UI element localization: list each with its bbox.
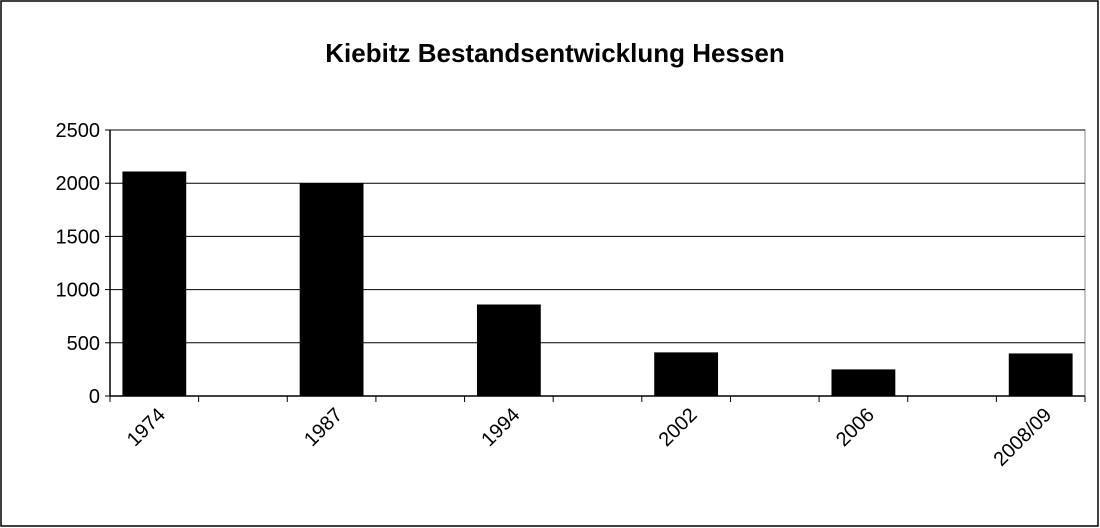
bar [654,352,719,396]
chart-title: Kiebitz Bestandsentwicklung Hessen [325,38,784,68]
y-tick-label: 2500 [56,120,101,142]
bar [299,183,364,396]
bar [476,304,541,396]
bar [831,369,896,396]
y-tick-label: 500 [67,333,100,355]
y-tick-label: 0 [89,386,100,408]
y-tick-label: 1500 [56,226,101,248]
bar [1008,353,1073,396]
y-tick-label: 2000 [56,173,101,195]
bar [122,171,187,396]
y-tick-label: 1000 [56,280,101,302]
